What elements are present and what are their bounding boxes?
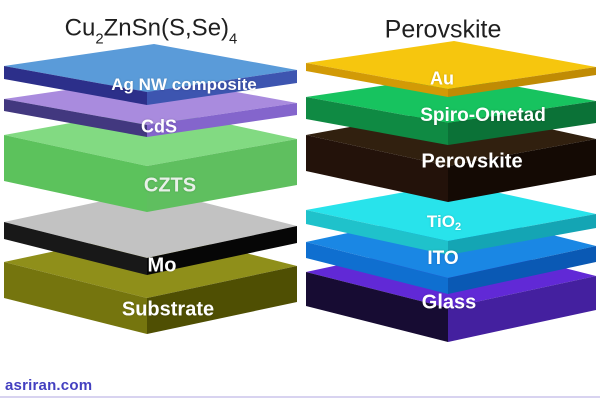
perovskite-layer-label: Perovskite (421, 150, 523, 173)
perovskite-front-right-face (448, 139, 596, 202)
tio2-top-face (306, 183, 596, 241)
watermark-text: asriran.com (5, 377, 93, 394)
glass-front-left-face (306, 272, 448, 342)
bottom-divider (0, 396, 600, 398)
spiro-top-face (306, 75, 596, 123)
left-stack-title: Cu2ZnSn(S,Se)4 (64, 14, 238, 49)
glass-layer-label: Glass (421, 291, 477, 314)
czts-front-right-face (147, 139, 297, 212)
mo-top-face (4, 190, 297, 258)
czts-front-left-face (4, 135, 147, 212)
substrate-layer-label: Substrate (121, 298, 215, 321)
spiro-layer-label: Spiro-Ometad (420, 105, 546, 126)
right-stack-title: Perovskite (384, 15, 502, 44)
agnw-layer-label: Ag NW composite (111, 75, 257, 94)
ito-front-right-face (448, 246, 596, 294)
tio2-front-right-face (448, 214, 596, 255)
cds-front-right-face (147, 103, 297, 137)
perovskite-front-left-face (306, 135, 448, 202)
ito-layer-label: ITO (427, 248, 459, 269)
agnw-front-right-face (147, 70, 297, 105)
spiro-front-left-face (306, 97, 448, 145)
tio2-front-left-face (306, 210, 448, 255)
agnw-front-left-face (4, 66, 147, 105)
right-stack (306, 41, 596, 342)
agnw-top-face (4, 44, 297, 92)
cds-front-left-face (4, 99, 147, 137)
spiro-front-right-face (448, 101, 596, 145)
left-stack (4, 44, 297, 334)
mo-layer-label: Mo (147, 254, 177, 277)
au-front-right-face (448, 67, 596, 97)
au-top-face (306, 41, 596, 89)
substrate-front-left-face (4, 262, 147, 334)
mo-front-right-face (147, 226, 297, 275)
glass-front-right-face (448, 276, 596, 342)
czts-layer-label: CZTS (143, 174, 197, 197)
au-layer-label: Au (430, 68, 454, 89)
au-front-left-face (306, 63, 448, 97)
ito-front-left-face (306, 242, 448, 294)
mo-front-left-face (4, 222, 147, 275)
tio2-layer-label: TiO2 (426, 212, 462, 234)
substrate-front-right-face (147, 266, 297, 334)
cds-layer-label: CdS (141, 116, 177, 137)
